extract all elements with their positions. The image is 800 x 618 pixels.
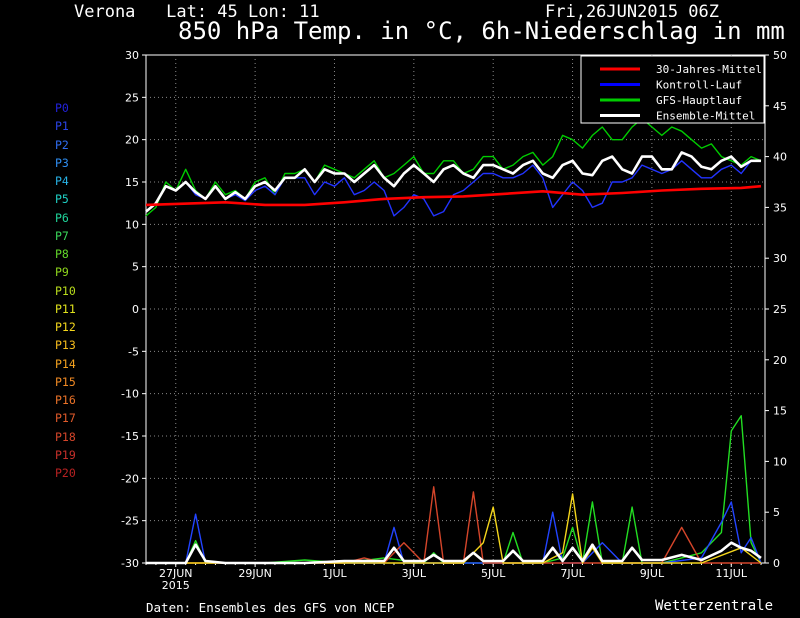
y-right-tick-label: 25 (773, 303, 787, 316)
y-left-tick-label: -5 (128, 345, 139, 358)
member-label-p7: P7 (55, 228, 69, 243)
precip-line-ensemble-mittel (146, 541, 762, 565)
precip-line-p12 (146, 493, 762, 564)
member-label-p15: P15 (55, 374, 76, 389)
member-label-p17: P17 (55, 411, 76, 426)
x-tick-label: 9JUL (640, 567, 665, 580)
y-right-tick-label: 40 (773, 151, 787, 164)
ensemble-member-list: P0 P1 P2 P3 P4 P5 P6 P7 P8 P9 P10 P11 P12 P13 P14 P15 P1… (55, 99, 76, 482)
x-tick-label: 11JUL (716, 567, 748, 580)
legend-box (580, 55, 765, 124)
member-label-p5: P5 (55, 192, 69, 207)
x-tick-label: 1JUL (322, 567, 347, 580)
x-tick-label: 3JUL (402, 567, 427, 580)
x-tick-sublabel: 2015 (162, 579, 190, 592)
run-time-header: Fri,26JUN2015 06Z (545, 2, 719, 22)
y-right-tick-label: 30 (773, 252, 787, 265)
y-left-tick-label: -25 (121, 515, 139, 528)
axis-ticks: -30 -25 -20 -15 -10 -5 0 5 10 15 20 25 30 0 5 10 15 20 25 3… (121, 49, 787, 592)
member-label-p6: P6 (55, 210, 69, 225)
member-label-p0: P0 (55, 101, 69, 115)
member-label-p2: P2 (55, 137, 69, 152)
y-left-tick-label: -30 (121, 557, 139, 570)
member-label-p4: P4 (55, 174, 69, 188)
y-right-tick-label: 10 (773, 455, 787, 468)
member-label-p16: P16 (55, 393, 76, 407)
temp-line-gfs-hauptlauf (145, 117, 762, 217)
legend-label: 30-Jahres-Mittel (656, 63, 762, 76)
y-left-tick-label: 5 (132, 261, 139, 274)
precip-line-kontroll-lauf (146, 501, 762, 564)
y-left-tick-label: 15 (125, 176, 139, 189)
y-left-tick-label: 10 (125, 218, 139, 231)
member-label-p9: P9 (55, 265, 69, 280)
chart-legend: 30-Jahres-Mittel Kontroll-Lauf GFS-Hauptla… (580, 55, 765, 124)
member-label-p10: P10 (55, 283, 76, 298)
temp-line-kontroll-lauf (145, 160, 761, 217)
member-label-p1: P1 (55, 119, 69, 134)
precip-line-p18 (146, 486, 761, 564)
temp-line-ensemble-mittel (145, 151, 761, 213)
location-header: Verona Lat: 45 Lon: 11 (74, 2, 320, 22)
data-credit: Daten: Ensembles des GFS von NCEP (146, 600, 395, 615)
y-right-tick-label: 15 (773, 405, 787, 418)
y-right-tick-label: 20 (773, 354, 787, 367)
y-left-tick-label: 0 (132, 303, 139, 316)
data-series (145, 117, 762, 565)
y-left-tick-label: 20 (125, 134, 139, 147)
y-right-tick-label: 5 (773, 506, 780, 519)
member-label-p11: P11 (55, 301, 76, 316)
y-left-tick-label: 30 (125, 49, 139, 62)
member-label-p18: P18 (55, 429, 76, 444)
member-label-p8: P8 (55, 247, 69, 261)
member-label-p19: P19 (55, 447, 76, 462)
y-left-tick-label: 25 (125, 91, 139, 104)
x-tick-label: 29JUN (238, 567, 272, 580)
y-left-tick-label: -15 (121, 430, 139, 443)
member-label-p12: P12 (55, 320, 76, 334)
y-right-tick-label: 45 (773, 100, 787, 113)
x-tick-label: 27JUN (159, 567, 193, 580)
brand-label: Wetterzentrale (655, 598, 774, 614)
legend-label: GFS-Hauptlauf (656, 94, 742, 107)
chart-title: 850 hPa Temp. in °C, 6h-Niederschlag in … (178, 17, 785, 45)
member-label-p3: P3 (55, 155, 69, 170)
y-left-tick-label: -10 (121, 388, 139, 401)
y-left-tick-label: -20 (121, 472, 139, 485)
x-tick-label: 5JUL (481, 567, 506, 580)
member-label-p20: P20 (55, 466, 76, 480)
temp-line-30-jahres-mittel (145, 184, 762, 207)
legend-label: Kontroll-Lauf (656, 79, 742, 92)
grid-lines (146, 55, 765, 563)
legend-label: Ensemble-Mittel (656, 110, 755, 123)
x-tick-label: 7JUL (560, 567, 585, 580)
precip-line-gfs-hauptlauf (146, 415, 762, 564)
member-label-p13: P13 (55, 338, 76, 353)
y-right-tick-label: 50 (773, 49, 787, 62)
y-right-tick-label: 0 (773, 557, 780, 570)
member-label-p14: P14 (55, 356, 76, 371)
y-right-tick-label: 35 (773, 201, 787, 214)
